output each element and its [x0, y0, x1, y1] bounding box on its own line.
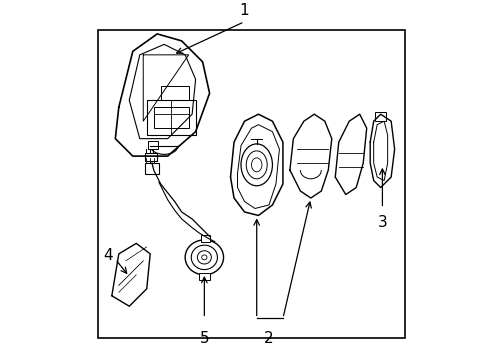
Text: 2: 2	[264, 331, 273, 346]
Bar	[201, 235, 209, 242]
Text: 5: 5	[199, 331, 209, 346]
Bar	[148, 141, 158, 149]
Bar	[145, 163, 159, 174]
Bar	[375, 112, 385, 121]
Text: 4: 4	[103, 248, 113, 263]
Bar	[146, 100, 195, 135]
Bar	[199, 273, 209, 280]
Text: 3: 3	[377, 215, 386, 230]
Bar	[161, 86, 188, 100]
Bar	[153, 107, 188, 128]
Bar	[98, 30, 404, 338]
Text: 1: 1	[239, 3, 249, 18]
Bar	[145, 153, 157, 161]
